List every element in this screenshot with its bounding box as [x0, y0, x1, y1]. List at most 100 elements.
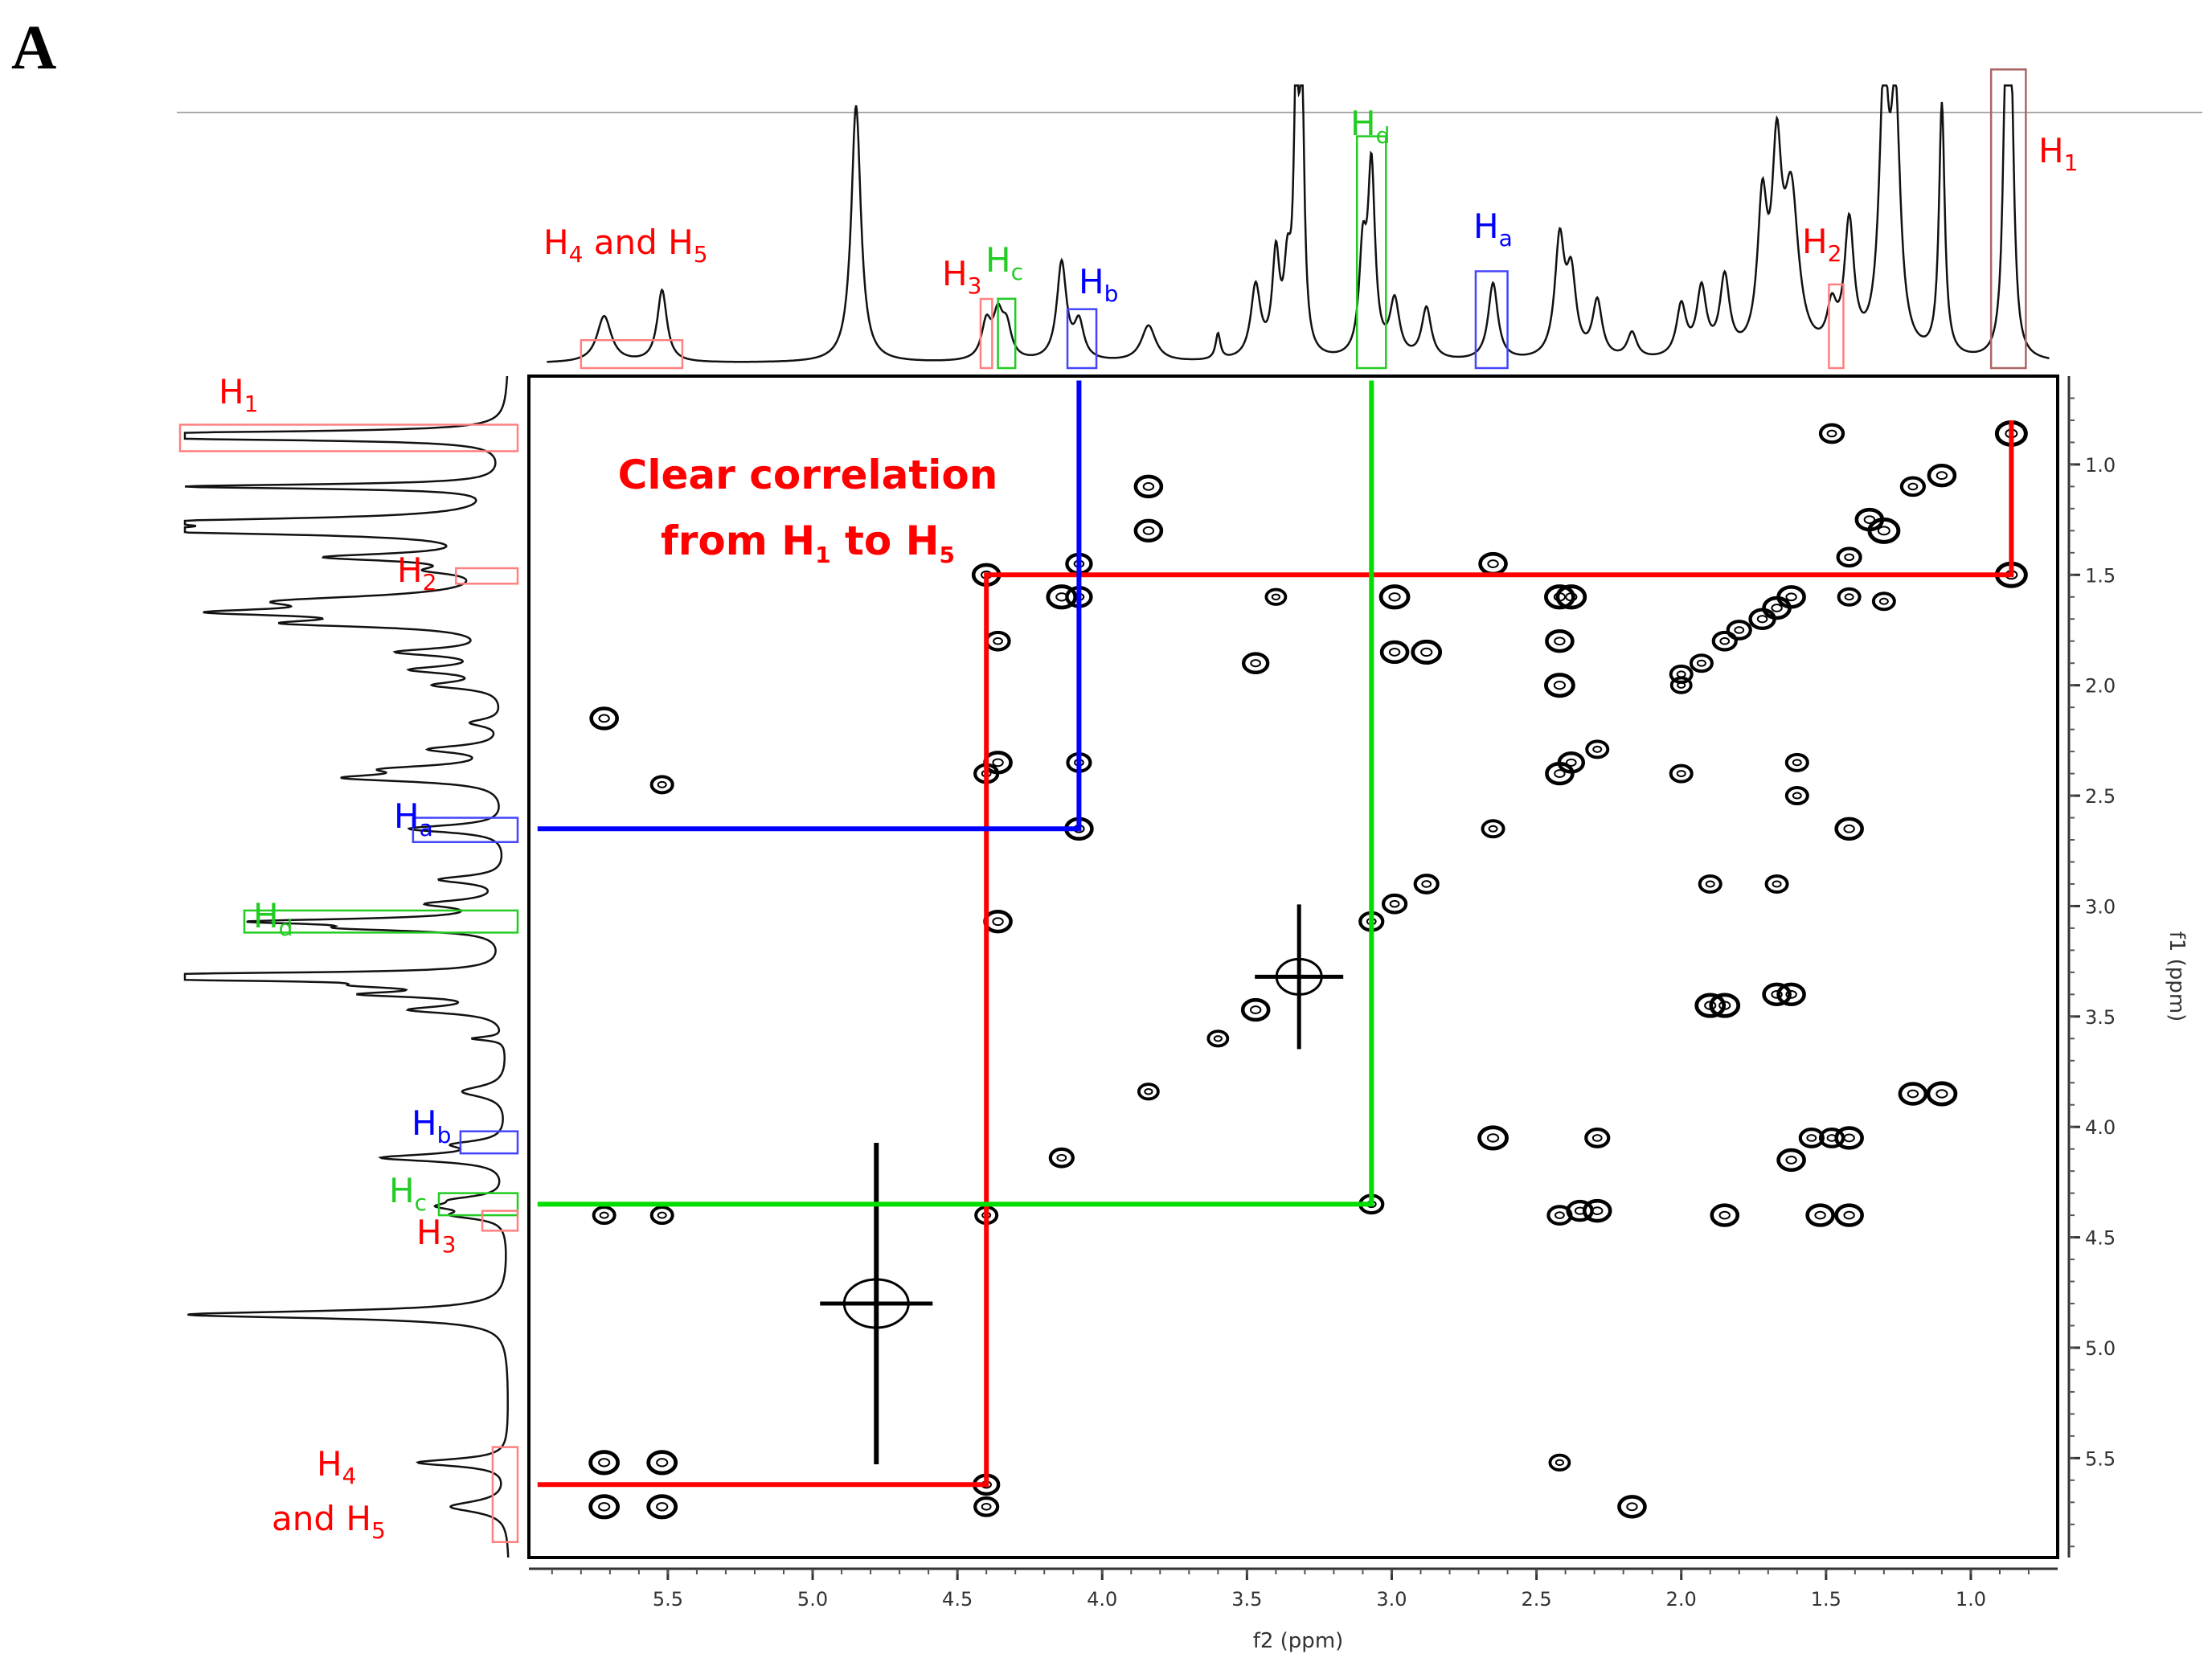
solvent-contour — [1275, 957, 1323, 996]
top-spectrum-trace — [547, 84, 2050, 363]
cross-peak-contour-outer — [1798, 1128, 1825, 1148]
left-label-hd: Hd — [253, 896, 293, 941]
cross-peak-contour-outer — [1557, 751, 1586, 774]
cross-peak-contour-outer — [1818, 423, 1845, 444]
x-axis-title: f2 (ppm) — [1253, 1629, 1344, 1653]
top-label-h2: H2 — [1802, 222, 1841, 267]
cross-peak-contour-outer — [1206, 1029, 1230, 1048]
cross-peak-contour-outer — [1241, 652, 1270, 674]
cross-peak-33 — [1776, 982, 1806, 1007]
cross-peak-contour-outer — [1698, 874, 1722, 894]
cross-peak-contour-outer — [1711, 630, 1738, 652]
top-label-hd: Hd — [1350, 104, 1390, 149]
cross-peak-85 — [588, 1450, 621, 1476]
y-tick-label-4: 3.0 — [2085, 895, 2116, 918]
cross-peak-5 — [1836, 546, 1862, 568]
cross-peak-contour-inner — [599, 1211, 609, 1219]
correlation-note-line1: Clear correlation — [618, 452, 998, 498]
top-peak-highlights — [580, 68, 2027, 370]
cross-peak-contour-inner — [1249, 1005, 1262, 1014]
cross-peak-64 — [1133, 474, 1164, 499]
cross-peak-contour-inner — [981, 1503, 992, 1511]
y-axis-title: f1 (ppm) — [2165, 931, 2189, 1022]
cross-peak-contour-inner — [1814, 1210, 1826, 1220]
cross-peak-contour-outer — [592, 1205, 616, 1226]
cross-peak-contour-inner — [1907, 1089, 1919, 1099]
cross-peak-contour-outer — [973, 1496, 1000, 1517]
cross-peak-contour-outer — [1133, 518, 1164, 543]
cross-peak-contour-outer — [1669, 676, 1693, 694]
cross-peak-contour-inner — [598, 1458, 611, 1467]
cross-peak-contour-inner — [1785, 592, 1797, 602]
cross-peak-contour-outer — [1137, 1083, 1160, 1101]
cross-peak-contour-inner — [992, 917, 1004, 927]
cross-peak-37 — [1926, 1081, 1958, 1107]
solvent-contour — [842, 1278, 910, 1329]
cross-peak-82 — [649, 775, 674, 795]
y-tick-label-5: 3.5 — [2085, 1006, 2116, 1029]
cross-peak-contour-outer — [1762, 982, 1792, 1007]
x-tick-label-4: 3.5 — [1231, 1588, 1262, 1611]
cross-peak-62 — [1240, 997, 1271, 1022]
cross-peak-contour-outer — [1048, 1147, 1075, 1169]
cross-peak-38 — [1898, 1082, 1928, 1106]
cross-peak-contour-inner — [1843, 824, 1855, 833]
cross-peak-43 — [1669, 763, 1694, 784]
cross-peak-contour-inner — [1554, 637, 1566, 646]
top-highlight-box-4 — [1356, 135, 1387, 370]
cross-peak-contour-outer — [1836, 546, 1862, 568]
cross-peak-contour-inner — [656, 1502, 669, 1512]
cross-peak-contour-inner — [656, 1458, 669, 1467]
cross-peaks — [588, 420, 2028, 1520]
left-label-h1: H1 — [219, 372, 258, 417]
cross-peak-contour-outer — [1854, 507, 1885, 532]
cross-peak-contour-outer — [1709, 993, 1741, 1018]
top-label-h4-h5: H4 and H5 — [543, 223, 708, 268]
cross-peak-contour-inner — [1826, 1134, 1837, 1142]
left-projection-spectrum — [183, 376, 510, 1558]
cross-peak-contour-inner — [1056, 1153, 1067, 1162]
cross-peak-86 — [646, 1450, 678, 1476]
cross-peak-contour-outer — [1477, 1125, 1509, 1151]
cross-peak-contour-outer — [1784, 752, 1809, 772]
cross-peak-contour-inner — [1487, 559, 1499, 568]
cross-peak-contour-outer — [1834, 817, 1864, 841]
cross-peak-contour-inner — [1142, 481, 1155, 491]
cross-peak-contour-inner — [1734, 626, 1745, 634]
cross-peak-27 — [1834, 817, 1864, 841]
cross-peak-contour-inner — [1574, 1206, 1586, 1215]
cross-peak-63 — [1206, 1029, 1230, 1048]
cross-peak-22 — [1557, 751, 1586, 774]
cross-peak-contour-outer — [588, 1494, 621, 1520]
cross-peak-contour-inner — [1555, 1459, 1565, 1467]
cross-peak-contour-inner — [1718, 1210, 1731, 1220]
cross-peak-26 — [1477, 1125, 1509, 1151]
left-highlight-box-0 — [178, 424, 519, 452]
y-tick-label-1: 1.5 — [2085, 564, 2116, 587]
cross-peak-contour-outer — [1776, 1148, 1806, 1173]
cross-peak-contour-inner — [1388, 648, 1401, 657]
cross-peak-contour-outer — [1584, 1128, 1611, 1148]
cross-peak-contour-outer — [1689, 653, 1714, 673]
cross-peak-87 — [588, 1494, 621, 1520]
top-label-ha: Ha — [1473, 207, 1513, 252]
cross-peak-contour-inner — [1144, 1088, 1153, 1095]
cross-peak-contour-inner — [1907, 482, 1919, 491]
cross-peak-contour-outer — [1818, 1128, 1845, 1148]
cross-peak-25 — [1481, 819, 1505, 839]
cross-peak-contour-outer — [1871, 591, 1896, 612]
top-projection-spectrum — [547, 84, 2050, 363]
left-highlight-box-5 — [437, 1192, 519, 1217]
cross-peak-contour-inner — [1554, 769, 1566, 778]
correlation-note-line2: from H1 to H5 — [661, 518, 955, 568]
cross-peak-contour-outer — [1837, 587, 1862, 607]
panel-label: A — [11, 12, 57, 82]
y-tick-label-2: 2.0 — [2085, 675, 2116, 698]
left-highlight-box-6 — [481, 1210, 519, 1232]
cross-peak-contour-outer — [1694, 993, 1727, 1018]
top-label-h3: H3 — [942, 254, 981, 299]
left-highlight-box-1 — [455, 567, 519, 585]
y-axis: 1.0 1.5 2.0 2.5 3.0 3.5 4.0 4.5 5.0 5.5 — [2067, 376, 2116, 1558]
cross-peak-contour-inner — [1806, 1134, 1817, 1142]
cross-peak-contour-inner — [1719, 637, 1731, 645]
